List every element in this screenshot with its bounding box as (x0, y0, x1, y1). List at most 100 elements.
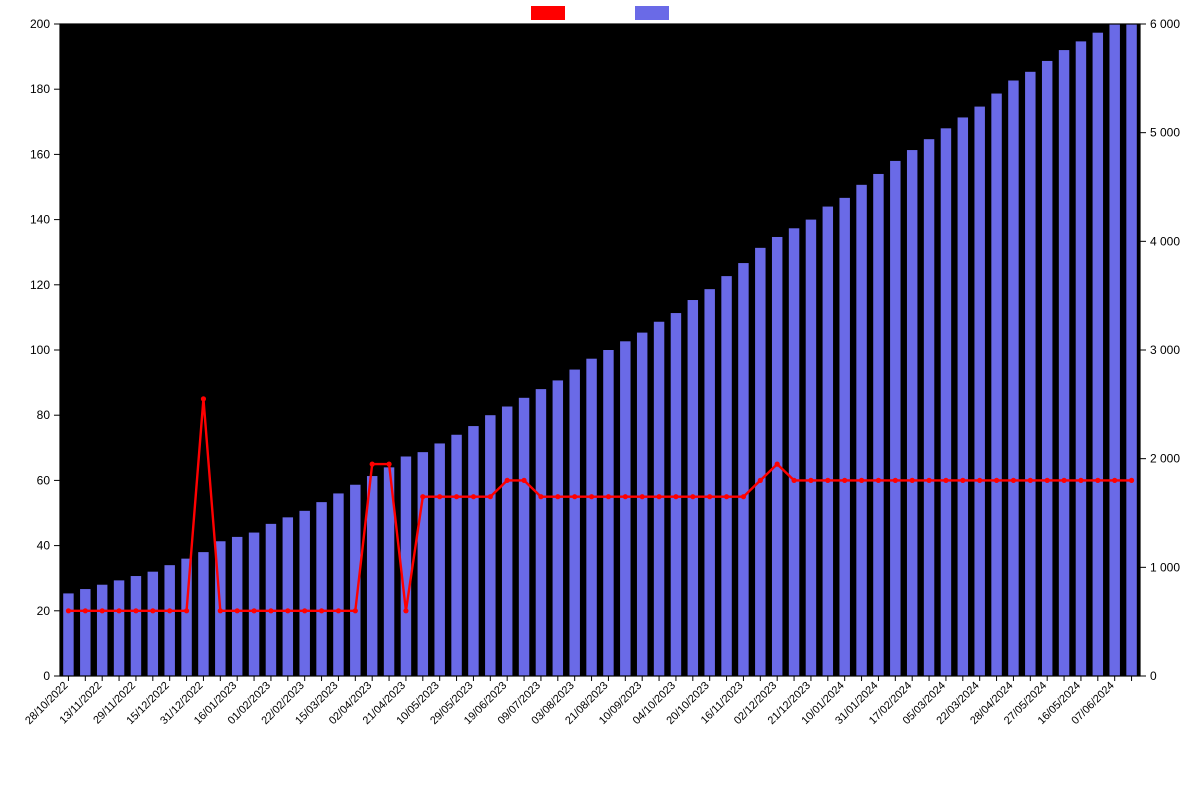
bar (890, 161, 900, 676)
bar (316, 502, 326, 676)
series-marker (977, 478, 982, 483)
series-marker (521, 478, 526, 483)
right-axis-label: 4 000 (1150, 234, 1180, 248)
series-marker (454, 494, 459, 499)
bar (1008, 81, 1018, 676)
series-marker (1095, 478, 1100, 483)
series-marker (707, 494, 712, 499)
right-axis-label: 0 (1150, 669, 1157, 683)
bar (1042, 61, 1052, 676)
series-marker (251, 608, 256, 613)
series-marker (1112, 478, 1117, 483)
chart-container: 02040608010012014016018020001 0002 0003 … (0, 0, 1200, 800)
right-axis-label: 6 000 (1150, 17, 1180, 31)
bar (755, 248, 765, 676)
series-marker (66, 608, 71, 613)
bar (721, 276, 731, 676)
bar (823, 207, 833, 676)
bar (418, 452, 428, 676)
left-axis-label: 180 (30, 82, 50, 96)
series-marker (1011, 478, 1016, 483)
bar (148, 572, 158, 676)
bar (485, 415, 495, 676)
bar (333, 493, 343, 676)
series-marker (505, 478, 510, 483)
series-marker (1028, 478, 1033, 483)
bar (131, 576, 141, 676)
series-marker (471, 494, 476, 499)
legend-swatch (635, 6, 669, 20)
bar (283, 517, 293, 676)
series-marker (201, 396, 206, 401)
series-marker (538, 494, 543, 499)
bar (620, 341, 630, 676)
bar (114, 580, 124, 676)
series-marker (960, 478, 965, 483)
right-axis-label: 2 000 (1150, 452, 1180, 466)
left-axis-label: 20 (37, 604, 51, 618)
bar (738, 263, 748, 676)
bar (991, 94, 1001, 676)
series-marker (741, 494, 746, 499)
bar (924, 139, 934, 676)
bar (603, 350, 613, 676)
bar (97, 585, 107, 676)
bar (401, 456, 411, 676)
series-marker (488, 494, 493, 499)
left-axis-label: 100 (30, 343, 50, 357)
bar (772, 237, 782, 676)
series-marker (420, 494, 425, 499)
series-marker (437, 494, 442, 499)
bar (1093, 33, 1103, 676)
right-axis-label: 1 000 (1150, 560, 1180, 574)
bar (468, 426, 478, 676)
series-marker (943, 478, 948, 483)
right-axis-label: 5 000 (1150, 126, 1180, 140)
series-marker (1045, 478, 1050, 483)
series-marker (673, 494, 678, 499)
bar (873, 174, 883, 676)
bar (536, 389, 546, 676)
bar (249, 533, 259, 676)
series-marker (640, 494, 645, 499)
bar (839, 198, 849, 676)
bar (569, 370, 579, 676)
series-marker (724, 494, 729, 499)
series-marker (218, 608, 223, 613)
series-marker (184, 608, 189, 613)
left-axis-label: 0 (43, 669, 50, 683)
series-marker (100, 608, 105, 613)
series-marker (83, 608, 88, 613)
bar (789, 228, 799, 676)
series-marker (116, 608, 121, 613)
series-marker (606, 494, 611, 499)
series-marker (775, 462, 780, 467)
series-marker (994, 478, 999, 483)
bar (688, 300, 698, 676)
series-marker (319, 608, 324, 613)
left-axis-label: 60 (37, 473, 51, 487)
series-marker (1061, 478, 1066, 483)
bar (434, 443, 444, 676)
bar (502, 407, 512, 676)
bar (1109, 24, 1119, 676)
bar (164, 565, 174, 676)
series-marker (285, 608, 290, 613)
series-marker (167, 608, 172, 613)
series-marker (572, 494, 577, 499)
bar (63, 593, 73, 676)
bar (232, 537, 242, 676)
left-axis-label: 40 (37, 539, 51, 553)
series-marker (859, 478, 864, 483)
bar (1059, 50, 1069, 676)
left-axis-label: 200 (30, 17, 50, 31)
bar (907, 150, 917, 676)
series-marker (893, 478, 898, 483)
bar (586, 359, 596, 676)
series-marker (623, 494, 628, 499)
bar (451, 435, 461, 676)
left-axis-label: 140 (30, 213, 50, 227)
left-axis-label: 160 (30, 147, 50, 161)
series-marker (150, 608, 155, 613)
chart-svg: 02040608010012014016018020001 0002 0003 … (0, 0, 1200, 800)
